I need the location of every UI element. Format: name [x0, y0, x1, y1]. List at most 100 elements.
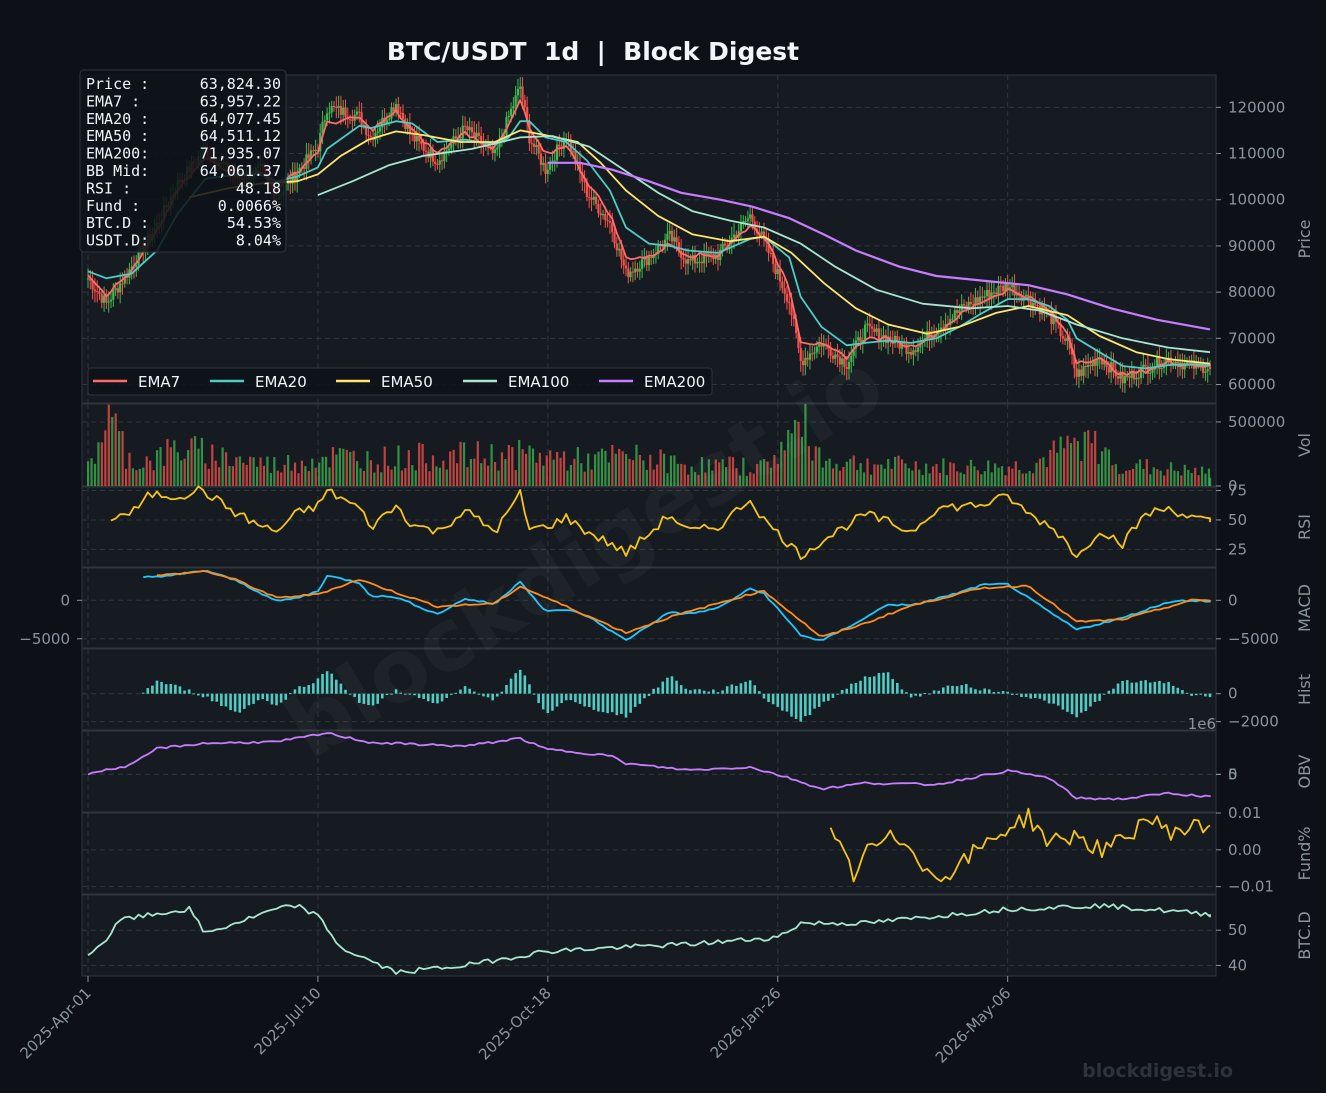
candle-body — [1139, 367, 1143, 379]
candle-body — [477, 132, 480, 136]
volume-bar — [838, 470, 842, 486]
volume-bar — [114, 413, 117, 486]
volume-bar — [452, 449, 455, 486]
candle-body — [401, 112, 405, 119]
volume-bar — [538, 452, 541, 486]
candle-body — [105, 295, 108, 303]
volume-bar — [849, 458, 852, 486]
volume-bar — [211, 444, 214, 486]
volume-bar — [962, 474, 966, 486]
candle-body — [473, 132, 476, 138]
volume-bar — [683, 464, 686, 486]
legend-label: EMA7 — [138, 373, 180, 391]
candle-body — [1112, 362, 1115, 370]
hist-bar — [413, 693, 416, 696]
candle-body — [1128, 375, 1131, 378]
hist-bar — [564, 693, 568, 701]
volume-bar — [500, 452, 504, 486]
candle-body — [355, 111, 359, 115]
volume-bar — [190, 438, 193, 486]
hist-bar — [192, 693, 196, 695]
candle-body — [615, 243, 618, 251]
hist-bar — [891, 679, 895, 694]
candle-body — [774, 263, 777, 274]
hist-bar — [1112, 688, 1115, 694]
hist-bar — [518, 669, 522, 694]
candle-body — [558, 144, 561, 147]
y-tick-label-macd: 0 — [1228, 591, 1238, 609]
line-fund — [829, 807, 1211, 883]
candle-body — [549, 161, 552, 170]
volume-bar — [945, 475, 948, 486]
hist-bar — [1153, 681, 1157, 694]
hist-bar — [785, 693, 789, 712]
y-axis-label-vol: Vol — [1295, 433, 1314, 457]
hist-bar — [266, 693, 269, 701]
volume-bar — [983, 471, 986, 486]
volume-bar — [1004, 475, 1007, 486]
volume-bar — [338, 448, 341, 486]
y-axis-label-hist: Hist — [1295, 674, 1314, 705]
volume-bar — [369, 460, 372, 486]
volume-bar — [890, 468, 893, 486]
candle-body — [530, 143, 533, 145]
hist-bar — [1043, 693, 1046, 701]
volume-bar — [928, 473, 931, 486]
candle-body — [1103, 361, 1106, 365]
candle-body — [307, 154, 310, 159]
volume-bar — [935, 464, 938, 486]
candle-body — [112, 289, 115, 300]
candle-body — [507, 115, 510, 118]
info-row-label: BB Mid: — [86, 162, 149, 180]
hist-bar — [371, 693, 375, 706]
series-obv-obv — [87, 732, 1211, 801]
volume-bar — [897, 455, 900, 486]
info-box-background — [79, 69, 287, 253]
candle-body — [562, 140, 566, 149]
hist-bar — [583, 693, 586, 707]
candle-body — [93, 289, 96, 292]
volume-bar — [290, 470, 293, 486]
candle-body — [983, 296, 986, 298]
candle-body — [965, 305, 968, 309]
candle-body — [670, 230, 674, 242]
hist-bar — [440, 693, 444, 702]
candle-body — [454, 136, 457, 139]
candle-body — [592, 196, 595, 200]
volume-bar — [873, 464, 876, 486]
volume-bar — [287, 455, 290, 486]
hist-bar — [836, 693, 839, 695]
hist-bar — [1093, 693, 1097, 703]
hist-bar — [155, 680, 159, 694]
hist-bar — [592, 693, 596, 710]
candle-body — [988, 289, 991, 299]
candle-body — [742, 221, 745, 223]
candle-body — [1133, 370, 1136, 380]
candle-body — [785, 293, 789, 302]
volume-bar — [1135, 463, 1138, 486]
y-tick-label-hist: 0 — [1228, 685, 1238, 703]
hist-bar — [1056, 693, 1060, 706]
volume-bar — [497, 470, 500, 486]
candle-body — [1151, 369, 1154, 373]
candle-body — [709, 253, 713, 255]
volume-bar — [224, 452, 228, 486]
candle-body — [877, 328, 881, 341]
volume-bar — [738, 475, 742, 486]
volume-bar — [835, 463, 838, 486]
volume-bar — [980, 474, 983, 486]
candle-body — [1052, 316, 1055, 325]
volume-bar — [642, 460, 645, 486]
candle-body — [629, 271, 632, 278]
candle-body — [778, 269, 782, 282]
volume-bar — [618, 448, 621, 486]
volume-bar — [193, 436, 197, 486]
candle-body — [703, 252, 706, 264]
candle-body — [461, 125, 464, 139]
series-vol-volume — [87, 404, 1212, 486]
info-row-value: 64,511.12 — [200, 127, 281, 145]
volume-bar — [876, 464, 879, 486]
candle-body — [751, 214, 754, 222]
hist-bar — [854, 683, 858, 694]
volume-bar — [687, 474, 690, 486]
